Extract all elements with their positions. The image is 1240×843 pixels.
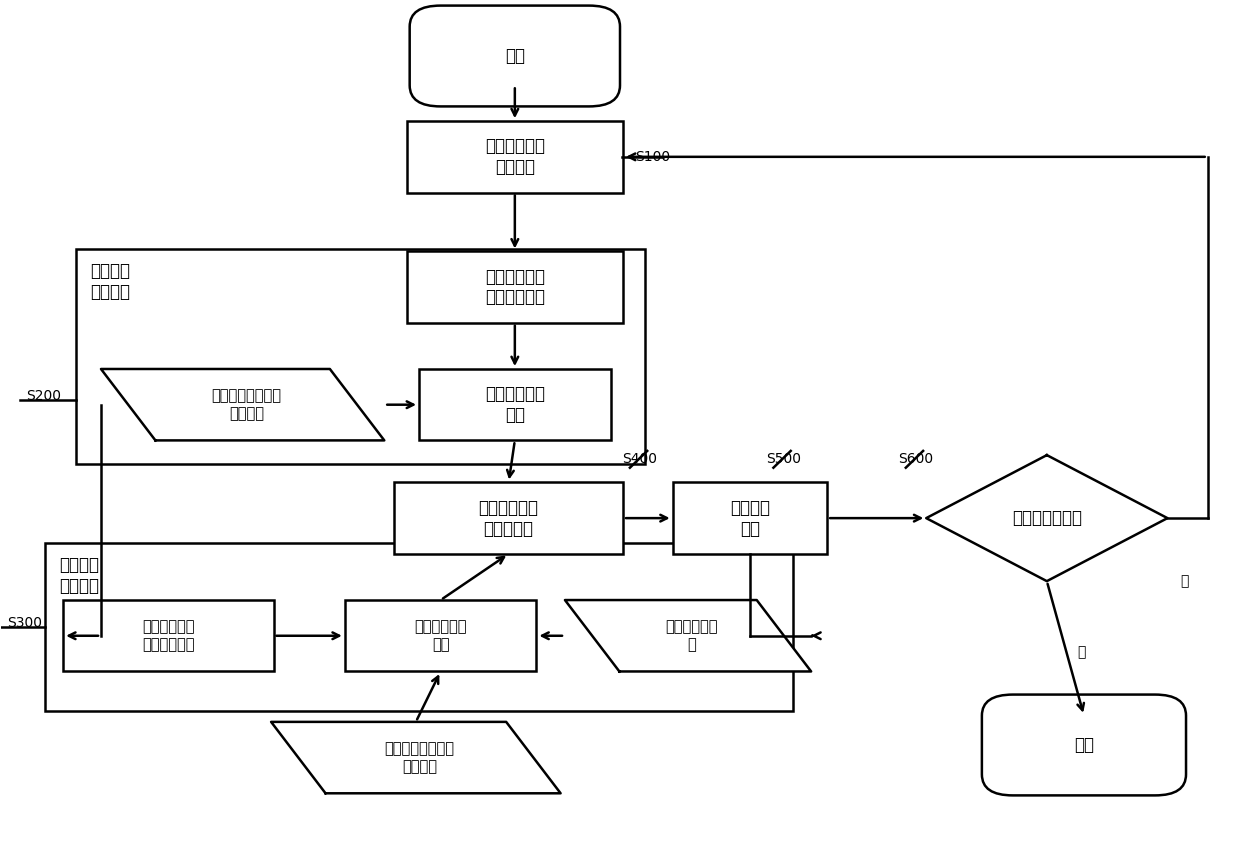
Text: 包络加工
模块: 包络加工 模块 <box>730 499 770 538</box>
Text: S100: S100 <box>635 150 670 164</box>
Polygon shape <box>926 455 1168 581</box>
FancyBboxPatch shape <box>672 482 827 554</box>
Text: 砂带顺应
控制模块: 砂带顺应 控制模块 <box>60 556 99 594</box>
FancyBboxPatch shape <box>982 695 1185 796</box>
FancyBboxPatch shape <box>63 600 274 672</box>
FancyBboxPatch shape <box>409 6 620 106</box>
Text: 砂带顺应控制
策略: 砂带顺应控制 策略 <box>414 620 466 652</box>
Text: 包络区的接触
力: 包络区的接触 力 <box>666 620 718 652</box>
Polygon shape <box>565 600 811 672</box>
FancyBboxPatch shape <box>407 121 622 192</box>
FancyBboxPatch shape <box>419 369 611 440</box>
FancyBboxPatch shape <box>345 600 537 672</box>
Text: S400: S400 <box>622 453 657 466</box>
Text: S200: S200 <box>26 389 61 403</box>
Text: 是: 是 <box>1078 646 1086 659</box>
Text: 工件主动动作实际
值生成器: 工件主动动作实际 值生成器 <box>211 389 281 421</box>
Text: S600: S600 <box>898 453 934 466</box>
FancyBboxPatch shape <box>407 251 622 323</box>
FancyBboxPatch shape <box>394 482 622 554</box>
Text: 开始: 开始 <box>505 47 525 65</box>
Text: 否: 否 <box>1180 574 1189 588</box>
Text: 结束: 结束 <box>1074 736 1094 754</box>
Text: 砂带顺应动作实际
值生成器: 砂带顺应动作实际 值生成器 <box>384 741 455 774</box>
Text: 砂带顺应动作
期望值生成器: 砂带顺应动作 期望值生成器 <box>143 620 195 652</box>
Polygon shape <box>100 369 384 440</box>
Text: 工件位姿
控制模块: 工件位姿 控制模块 <box>91 262 130 301</box>
Text: S500: S500 <box>766 453 801 466</box>
Text: 磨抛加工尺寸
规划模块: 磨抛加工尺寸 规划模块 <box>485 137 544 176</box>
Polygon shape <box>272 722 560 793</box>
Text: 工件主动动作
期望值生成器: 工件主动动作 期望值生成器 <box>485 268 544 307</box>
Text: 磨抛量测量模块: 磨抛量测量模块 <box>1012 509 1081 527</box>
Text: 工件进给和砂
带顺应运动: 工件进给和砂 带顺应运动 <box>479 499 538 538</box>
FancyBboxPatch shape <box>45 544 794 711</box>
Text: 工件位姿控制
策略: 工件位姿控制 策略 <box>485 385 544 424</box>
FancyBboxPatch shape <box>76 250 645 464</box>
Text: S300: S300 <box>7 616 42 631</box>
